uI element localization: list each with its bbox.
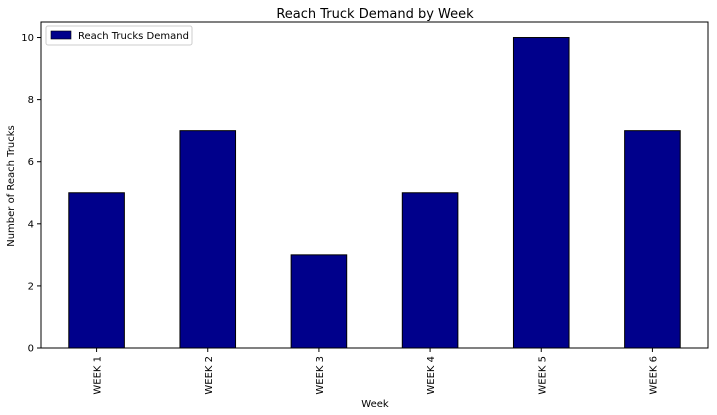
- x-tick-label: WEEK 1: [93, 356, 104, 395]
- y-tick-label: 8: [28, 95, 34, 106]
- x-tick-label: WEEK 3: [315, 356, 326, 395]
- y-tick-label: 6: [28, 157, 34, 168]
- legend-frame: [45, 25, 193, 46]
- x-tick-label: WEEK 6: [648, 356, 659, 395]
- y-tick-label: 10: [21, 33, 34, 44]
- bars: [68, 37, 681, 349]
- plot-area: [40, 21, 709, 349]
- legend-swatch: [50, 30, 72, 40]
- y-axis-label: Number of Reach Trucks: [6, 125, 17, 247]
- bar: [290, 254, 348, 349]
- bar: [68, 192, 125, 349]
- bar: [512, 37, 570, 349]
- bar: [624, 130, 681, 349]
- x-axis-ticks: WEEK 1 WEEK 2 WEEK 3 WEEK 4 WEEK 5 WEEK 6: [93, 348, 659, 395]
- x-tick-label: WEEK 4: [426, 356, 437, 395]
- x-tick-label: WEEK 2: [204, 356, 215, 395]
- x-tick-label: WEEK 5: [537, 356, 548, 395]
- x-axis-label: Week: [361, 399, 389, 410]
- chart-title: Reach Truck Demand by Week: [276, 7, 474, 22]
- y-axis-ticks: 0 2 4 6 8 10: [21, 33, 41, 355]
- y-tick-label: 2: [28, 281, 34, 292]
- bar: [401, 192, 459, 349]
- legend: Reach Trucks Demand: [45, 25, 193, 46]
- y-tick-label: 0: [28, 344, 34, 355]
- bar: [179, 130, 237, 349]
- legend-label: Reach Trucks Demand: [78, 31, 189, 42]
- y-tick-label: 4: [28, 219, 34, 230]
